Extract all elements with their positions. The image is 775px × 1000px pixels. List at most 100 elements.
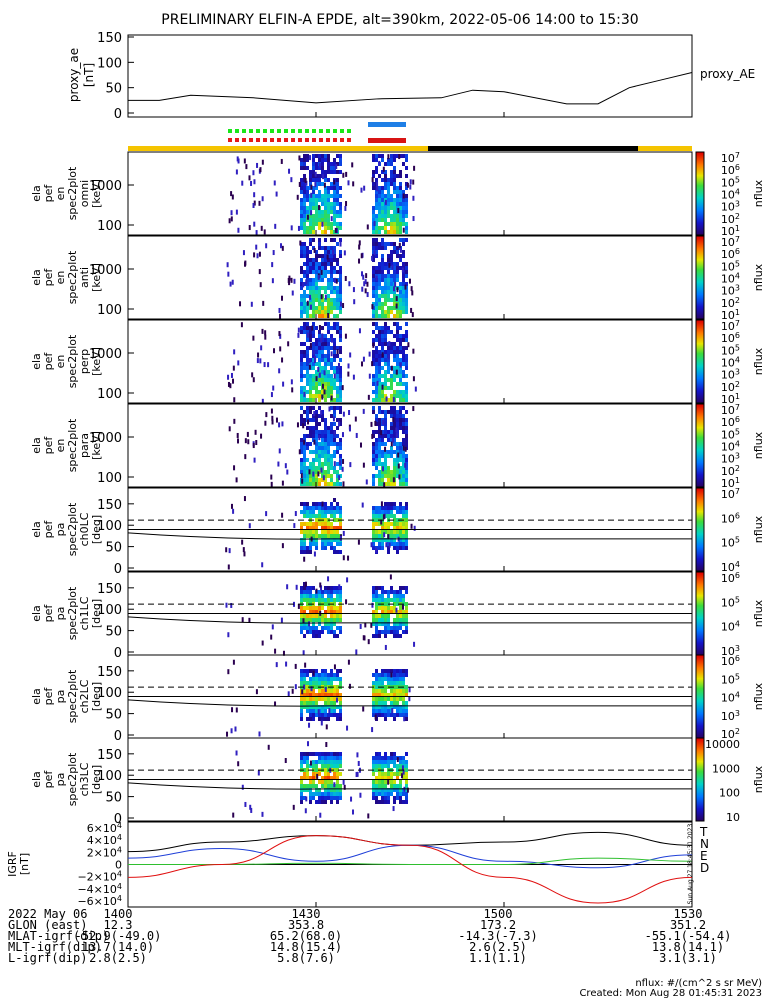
spectrogram-cell xyxy=(405,158,408,162)
spectrogram-cell xyxy=(306,681,309,685)
spectrogram-cell xyxy=(324,198,327,202)
spectrogram-cell xyxy=(321,162,324,166)
spectrogram-cell xyxy=(393,390,396,394)
spectrogram-cell xyxy=(372,286,375,290)
spectrogram-cell xyxy=(405,330,408,334)
colorbar-strip xyxy=(696,181,704,182)
panel-tick-label: 0 xyxy=(114,646,122,661)
spectrogram-cell xyxy=(384,338,387,342)
spectrogram-cell xyxy=(303,669,306,673)
sparse-cell xyxy=(235,477,238,483)
spectrogram-cell xyxy=(372,222,375,226)
spectrogram-cell xyxy=(318,454,321,458)
spectrogram-cell xyxy=(333,776,336,780)
spectrogram-cell xyxy=(327,542,330,546)
spectrogram-cell xyxy=(336,506,339,510)
sparse-cell xyxy=(227,374,230,380)
spectrogram-cell xyxy=(372,610,375,614)
spectrogram-cell xyxy=(378,362,381,366)
spectrogram-cell xyxy=(324,430,327,434)
spectrogram-cell xyxy=(393,294,396,298)
spectrogram-cell xyxy=(339,334,342,338)
spectrogram-cell xyxy=(336,426,339,430)
sparse-cell xyxy=(274,701,277,707)
spectrogram-cell xyxy=(387,677,390,681)
spectrogram-cell xyxy=(318,800,321,804)
spectrogram-cell xyxy=(390,242,393,246)
colorbar-strip xyxy=(696,768,704,769)
pa-panel-ch3LC: ela pef pa spec2plot ch3LC [deg]1501005001000… xyxy=(30,737,765,827)
spectrogram-cell xyxy=(396,246,399,250)
sparse-cell xyxy=(346,577,349,583)
sparse-cell xyxy=(278,448,281,454)
spectrogram-cell xyxy=(396,685,399,689)
spectrogram-cell xyxy=(381,630,384,634)
footer-value: 12.3 xyxy=(103,918,133,932)
spectrogram-cell xyxy=(405,482,408,486)
spectrogram-cell xyxy=(303,626,306,630)
spectrogram-cell xyxy=(315,502,318,506)
spectrogram-cell xyxy=(372,474,375,478)
spectrogram-cell xyxy=(300,784,303,788)
spectrogram-cell xyxy=(399,414,402,418)
sparse-cell xyxy=(270,392,273,398)
panel-tick-label: 100 xyxy=(97,769,122,784)
spectrogram-cell xyxy=(387,705,390,709)
spectrogram-cell xyxy=(324,681,327,685)
spectrogram-cell xyxy=(309,258,312,262)
ae-yunit: [nT] xyxy=(82,63,96,87)
sparse-cell xyxy=(256,253,259,259)
spectrogram-cell xyxy=(384,502,387,506)
colorbar-strip xyxy=(696,616,704,617)
colorbar-strip xyxy=(696,587,704,588)
spectrogram-cell xyxy=(330,586,333,590)
spectrogram-cell xyxy=(393,158,396,162)
spectrogram-cell xyxy=(339,390,342,394)
sparse-cell xyxy=(383,532,386,538)
spectrogram-cell xyxy=(309,546,312,550)
footer-value: 173.2 xyxy=(479,918,517,932)
spectrogram-cell xyxy=(378,546,381,550)
spectrogram-cell xyxy=(324,214,327,218)
colorbar-strip xyxy=(696,530,704,531)
spectrogram-cell xyxy=(324,250,327,254)
spectrogram-cell xyxy=(306,506,309,510)
spectrogram-cell xyxy=(396,206,399,210)
sparse-cell xyxy=(244,438,247,444)
spectrogram-cell xyxy=(300,378,303,382)
spectrogram-cell xyxy=(390,446,393,450)
sparse-cell xyxy=(270,408,273,414)
spectrogram-cell xyxy=(405,792,408,796)
colorbar-strip xyxy=(696,450,704,451)
spectrogram-cell xyxy=(330,590,333,594)
spectrogram-cell xyxy=(327,278,330,282)
sparse-cell xyxy=(251,372,254,378)
spectrogram-cell xyxy=(324,752,327,756)
spectrogram-cell xyxy=(333,673,336,677)
sparse-cell xyxy=(281,543,284,549)
spectrogram-cell xyxy=(330,222,333,226)
spectrogram-cell xyxy=(300,630,303,634)
colorbar-strip xyxy=(696,435,704,436)
spectrogram-cell xyxy=(405,362,408,366)
sparse-cell xyxy=(256,162,259,168)
spectrogram-cell xyxy=(393,350,396,354)
spectrogram-cell xyxy=(309,418,312,422)
spectrogram-cell xyxy=(321,314,324,318)
sparse-cell xyxy=(367,813,370,819)
spectrogram-cell xyxy=(387,800,390,804)
spectrogram-cell xyxy=(318,194,321,198)
spectrogram-cell xyxy=(390,510,393,514)
sparse-cell xyxy=(412,376,415,382)
spectrogram-cell xyxy=(327,226,330,230)
panel-ylabel-line: anti xyxy=(78,267,91,288)
spectrogram-cell xyxy=(378,186,381,190)
spectrogram-cell xyxy=(381,246,384,250)
spectrogram-cell xyxy=(381,382,384,386)
colorbar-strip xyxy=(696,441,704,442)
spectrogram-cell xyxy=(327,697,330,701)
spectrogram-cell xyxy=(306,350,309,354)
spectrogram-cell xyxy=(387,430,390,434)
